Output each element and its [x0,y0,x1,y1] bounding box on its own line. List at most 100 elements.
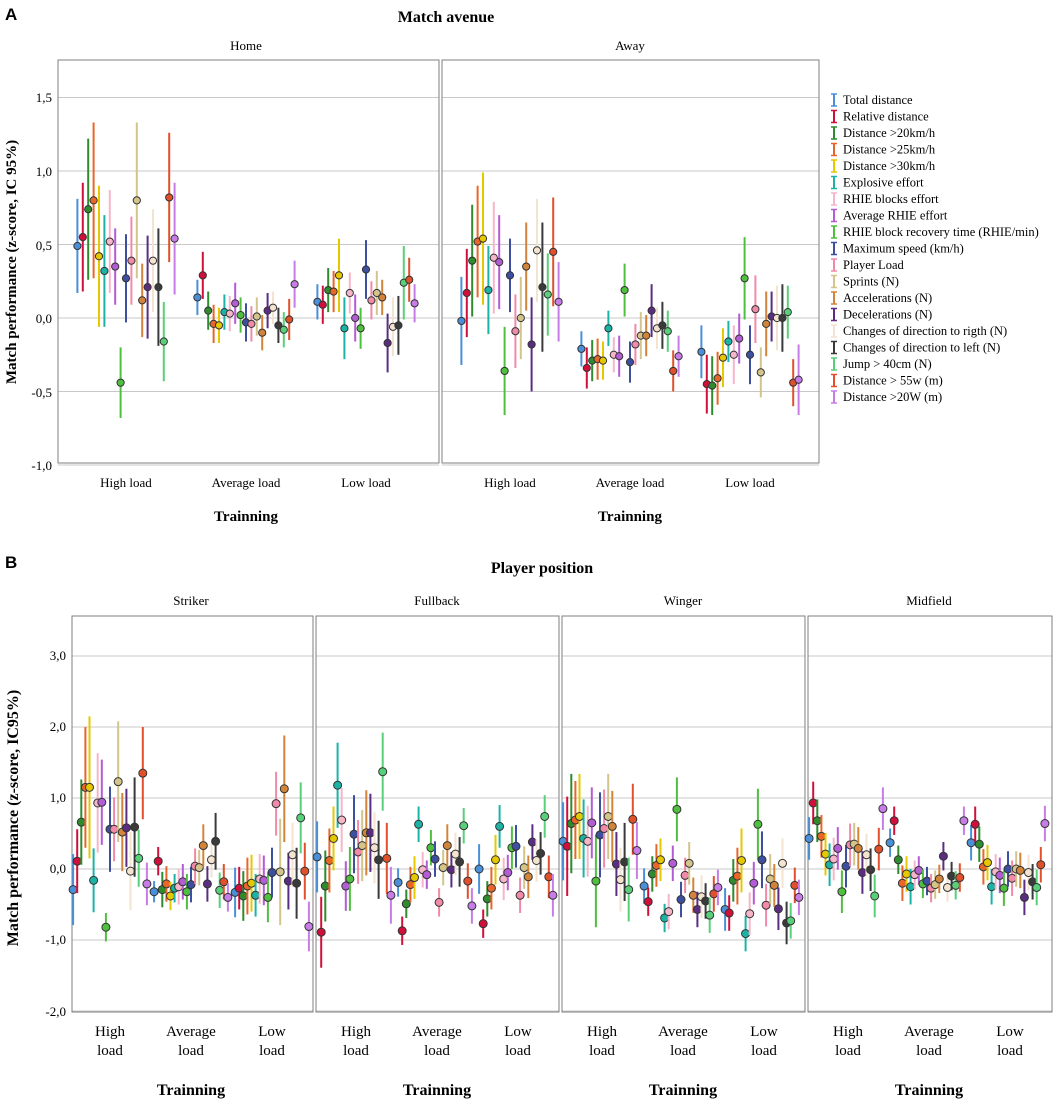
data-point [902,869,911,879]
data-point [639,881,649,891]
data-point [536,848,546,858]
data-point [275,867,285,877]
data-point [495,821,505,831]
panel-a-ytick: 0,0 [36,311,52,326]
panel-b-category-label: Low [996,1024,1024,1040]
data-point [688,890,698,900]
data-point [745,909,755,919]
data-point [365,828,375,838]
data-point [94,252,104,261]
data-point [166,891,175,901]
data-point [451,849,460,859]
panel-a-category-label: Low load [341,475,391,490]
data-point [357,841,367,851]
data-point [591,876,601,886]
data-point [762,319,771,328]
data-point [143,283,152,292]
data-point [386,890,396,900]
data-point [76,817,86,827]
data-point [349,829,359,839]
data-point [878,804,888,814]
data-point [279,784,289,794]
panel-b-category-labels: High load Average load Low load High loa… [95,1024,1024,1059]
panel-b-category-label: load [178,1043,204,1059]
data-point [236,310,245,320]
data-point [647,869,657,879]
panel-b-plot-frame [71,615,1053,1013]
legend-label: Total distance [843,93,913,107]
legend-label: RHIE block recovery time (RHIE/min) [843,225,1039,239]
panel-b-title: Player position [491,560,593,577]
facet-frame [561,615,806,1013]
data-point [491,855,500,865]
data-point [154,283,163,292]
data-point [292,878,302,888]
data-point [422,870,432,880]
panel-b-category-label: Average [904,1024,954,1040]
data-point [575,811,584,821]
legend-label: Decelerations (N) [843,308,932,322]
data-point [794,375,803,384]
data-point [202,879,212,889]
data-point [394,321,403,330]
data-point [741,929,751,939]
data-point [1036,860,1046,870]
legend-label: Explosive effort [843,176,924,190]
panel-b-category-label: High [833,1024,864,1040]
data-point [708,381,717,390]
data-point [356,324,365,333]
legend-label: Relative distance [843,110,929,124]
data-point [934,874,944,884]
data-point [410,873,419,883]
panel-b-category-label: load [343,1043,369,1059]
data-point [370,843,379,853]
panel-b-category-label: load [751,1043,777,1059]
legend-label: Distance >20W (m) [843,390,942,404]
facet-label-striker: Striker [173,593,209,608]
panel-b-x-axis-title: Trainning [157,1082,225,1099]
data-point [258,328,267,337]
data-point [966,838,976,848]
data-point [862,850,871,860]
legend-label: Accelerations (N) [843,291,932,305]
panel-b-category-label: Average [658,1024,708,1040]
data-point [378,767,388,777]
data-point [113,777,123,787]
facet-label-away: Away [615,38,645,53]
data-point [223,892,233,902]
data-point [616,875,625,885]
data-point [393,877,403,887]
data-point [121,274,131,283]
data-point [959,816,969,826]
data-point [549,247,558,256]
data-point [604,324,613,333]
facet-label-home: Home [230,38,262,53]
data-point [211,836,221,846]
data-point [674,352,683,361]
data-point [142,879,152,889]
data-point [105,237,114,246]
legend: Total distance Relative distance Distanc… [843,93,1039,404]
data-point [149,887,159,897]
data-point [893,855,903,865]
data-point [598,356,608,365]
panel-b-ytick: 0,0 [50,861,66,876]
data-point [983,858,992,868]
data-point [329,833,338,843]
data-point [676,895,686,905]
data-point [467,901,477,911]
data-point [756,368,765,377]
data-point [548,890,558,900]
data-point [333,780,343,790]
data-point [312,852,322,862]
data-point [761,900,771,910]
panel-b-letter: B [5,553,17,572]
data-point [238,891,248,901]
data-point [300,866,310,876]
legend-label: Distance >30km/h [843,159,936,173]
legend-label: Distance > 55w (m) [843,374,943,388]
panel-a-ytick: 1,5 [36,90,52,105]
panel-a-y-axis-title: Match performance (z-score, IC 95%) [4,140,20,384]
data-point [511,327,520,336]
data-point [897,878,907,888]
